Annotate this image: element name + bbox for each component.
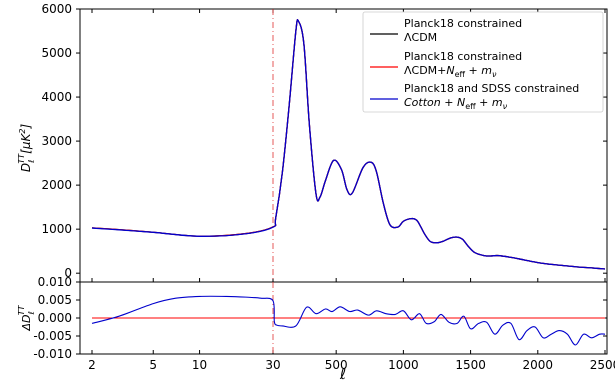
top-y-tick-label: 0 bbox=[64, 266, 72, 280]
legend-label-cotton-2: Cotton + Neff + mν bbox=[404, 96, 508, 111]
residual-panel: 0.010 0.005 0.000 -0.005 -0.010 2 5 10 30 500 100… bbox=[17, 275, 615, 383]
top-y-axis: 0 1000 2000 3000 4000 5000 6000 bbox=[41, 2, 607, 280]
x-tick-label: 5 bbox=[149, 358, 157, 372]
legend-label-neff-2: ΛCDM+Neff + mν bbox=[404, 64, 497, 79]
x-axis-label: ℓ bbox=[339, 365, 346, 383]
bottom-y-tick-label: 0.000 bbox=[38, 311, 72, 325]
bottom-series-group bbox=[91, 295, 606, 346]
top-y-tick-label: 5000 bbox=[41, 46, 72, 60]
bottom-y-tick-label: -0.010 bbox=[33, 347, 72, 361]
x-tick-label: 500 bbox=[325, 358, 348, 372]
top-y-tick-label: 1000 bbox=[41, 222, 72, 236]
legend: Planck18 constrained ΛCDM Planck18 const… bbox=[362, 11, 604, 113]
legend-label-lcdm-1: Planck18 constrained bbox=[404, 17, 522, 30]
legend-label-cotton-1: Planck18 and SDSS constrained bbox=[404, 82, 579, 95]
x-tick-label: 1500 bbox=[455, 358, 486, 372]
series-cotton-line bbox=[91, 19, 606, 270]
residual-cotton-line bbox=[91, 295, 606, 346]
bottom-y-tick-label: 0.005 bbox=[38, 293, 72, 307]
x-tick-label: 10 bbox=[192, 358, 207, 372]
x-tick-label: 2500 bbox=[590, 358, 615, 372]
top-y-tick-label: 4000 bbox=[41, 90, 72, 104]
x-tick-label: 2 bbox=[88, 358, 96, 372]
x-tick-label: 1000 bbox=[388, 358, 419, 372]
legend-box bbox=[362, 11, 604, 113]
top-y-tick-label: 2000 bbox=[41, 178, 72, 192]
x-tick-label: 30 bbox=[265, 358, 280, 372]
bottom-y-axis-label: ΔDℓTT bbox=[17, 304, 36, 331]
bottom-y-tick-label: 0.010 bbox=[38, 275, 72, 289]
legend-label-neff-1: Planck18 constrained bbox=[404, 50, 522, 63]
bottom-y-tick-label: -0.005 bbox=[33, 329, 72, 343]
top-y-tick-label: 6000 bbox=[41, 2, 72, 16]
bottom-x-axis: 2 5 10 30 500 1000 1500 2000 2500 bbox=[88, 350, 615, 372]
legend-label-lcdm-2: ΛCDM bbox=[404, 31, 437, 44]
top-y-axis-label: DℓTT[μK2] bbox=[17, 124, 36, 173]
power-spectrum-panel: 0 1000 2000 3000 4000 5000 6000 DℓTT[μK2] Plan… bbox=[17, 2, 608, 283]
top-series-group bbox=[91, 19, 606, 270]
top-y-tick-label: 3000 bbox=[41, 134, 72, 148]
x-tick-label: 2000 bbox=[523, 358, 554, 372]
bottom-y-axis: 0.010 0.005 0.000 -0.005 -0.010 bbox=[33, 275, 607, 361]
